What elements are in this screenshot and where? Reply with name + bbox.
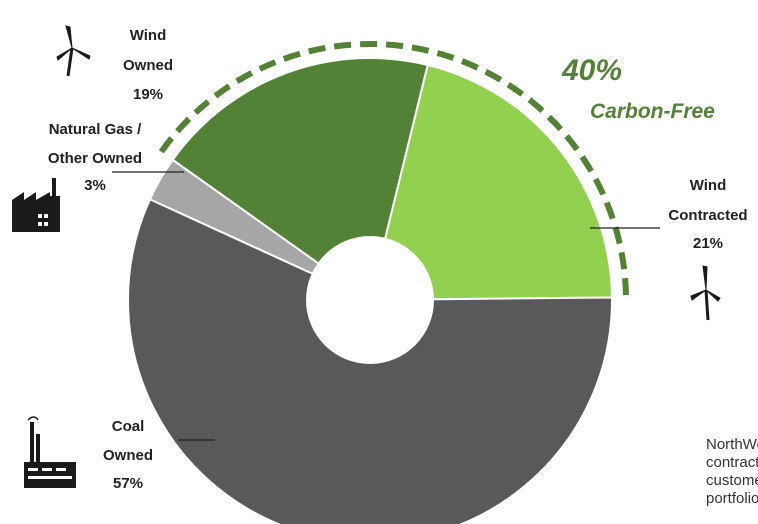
side-note-line: customers — [706, 472, 758, 490]
label-wind-contracted-line3: 21% — [693, 235, 723, 252]
wind-turbine-icon — [57, 26, 90, 76]
label-coal: Coal Owned 57% — [103, 418, 153, 492]
donut-hole — [306, 236, 434, 364]
factory-icon — [12, 178, 60, 232]
side-note-line: contracts — [706, 454, 758, 472]
label-wind-owned-line3: 19% — [133, 86, 163, 103]
carbon-free-percent: 40% — [561, 54, 622, 87]
label-natural-gas-line2: Other Owned — [48, 150, 142, 167]
side-note-text: NorthWestern contracts customers portfol… — [706, 436, 758, 524]
label-coal-line3: 57% — [113, 475, 143, 492]
side-note-line: NorthWestern — [706, 436, 758, 454]
wind-turbine-icon — [691, 266, 720, 320]
label-wind-owned: Wind Owned 19% — [123, 27, 173, 103]
label-natural-gas-line1: Natural Gas / — [49, 121, 142, 138]
carbon-free-label: Carbon-Free — [590, 100, 715, 123]
power-plant-icon — [24, 417, 76, 488]
label-coal-line1: Coal — [112, 418, 145, 435]
label-coal-line2: Owned — [103, 447, 153, 464]
side-note-line: portfolio — [706, 490, 758, 508]
label-wind-contracted-line2: Contracted — [668, 207, 747, 224]
label-wind-owned-line1: Wind — [130, 27, 167, 44]
label-natural-gas: Natural Gas / Other Owned 3% — [48, 121, 142, 194]
label-wind-owned-line2: Owned — [123, 57, 173, 74]
label-wind-contracted-line1: Wind — [690, 177, 727, 194]
label-wind-contracted: Wind Contracted 21% — [668, 177, 747, 252]
label-natural-gas-line3: 3% — [84, 177, 106, 194]
